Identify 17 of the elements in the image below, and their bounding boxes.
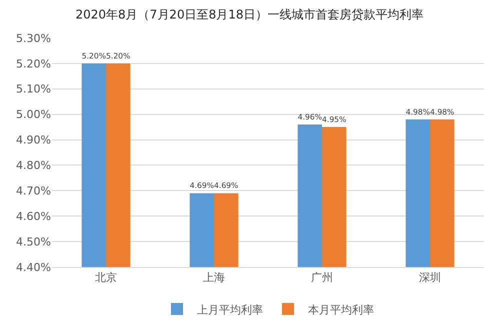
y-tick-label: 4.70%	[16, 184, 51, 198]
legend-label: 本月平均利率	[308, 303, 374, 316]
y-tick-label: 5.10%	[16, 82, 51, 96]
x-tick-label: 广州	[311, 271, 333, 284]
x-tick-label: 深圳	[419, 271, 441, 284]
y-tick-label: 4.60%	[16, 210, 51, 223]
x-tick-label: 北京	[95, 271, 117, 284]
y-tick-label: 4.80%	[16, 159, 51, 172]
y-tick-label: 4.90%	[16, 134, 51, 147]
x-tick-label: 上海	[203, 271, 225, 284]
chart-title: 2020年8月（7月20日至8月18日）一线城市首套房贷款平均利率	[76, 7, 424, 22]
y-tick-label: 5.20%	[16, 57, 51, 70]
y-tick-label: 4.50%	[16, 235, 51, 248]
y-tick-label: 5.30%	[16, 32, 51, 45]
y-tick-label: 5.00%	[16, 108, 51, 122]
y-tick-label: 4.40%	[16, 260, 51, 274]
legend-label: 上月平均利率	[197, 303, 263, 316]
